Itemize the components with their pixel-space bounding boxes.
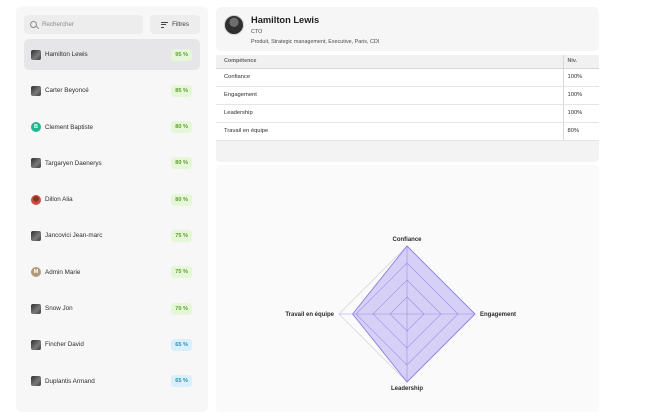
score-badge: 80 % — [171, 121, 192, 134]
list-item[interactable]: Fincher David 65 % — [24, 329, 200, 361]
avatar — [31, 85, 41, 96]
skills-table-card: Compétence Niv. Confiance 100% Engagement 1… — [216, 55, 599, 162]
person-name: Dillon Alia — [45, 196, 73, 204]
person-name: Carter Beyoncé — [45, 87, 89, 95]
radar-axis-label: Confiance — [392, 237, 422, 243]
table-row: Leadership 100% — [216, 104, 599, 123]
avatar — [31, 158, 41, 169]
score-badge: 75 % — [171, 266, 192, 279]
score-badge: 85 % — [171, 84, 192, 97]
score-badge: 65 % — [171, 375, 192, 388]
list-item[interactable]: Dillon Alia 80 % — [24, 184, 200, 216]
score-badge: 70 % — [171, 302, 192, 315]
filters-label: Filtres — [172, 21, 189, 28]
list-item[interactable]: Jancovici Jean-marc 75 % — [24, 220, 200, 252]
skill-cell: Engagement — [216, 86, 563, 105]
list-item[interactable]: Carter Beyoncé 85 % — [24, 75, 200, 107]
list-item[interactable]: Targaryen Daenerys 80 % — [24, 147, 200, 179]
search-icon — [30, 21, 37, 28]
person-name: Clement Baptiste — [45, 123, 93, 131]
skills-table: Compétence Niv. Confiance 100% Engagement 1… — [216, 55, 599, 141]
profile-name: Hamilton Lewis — [251, 15, 320, 25]
skill-cell: Travail en équipe — [216, 122, 563, 141]
score-badge: 80 % — [171, 157, 192, 170]
people-list: Hamilton Lewis 95 % Carter Beyoncé 85 % B Cle… — [24, 39, 200, 402]
avatar — [31, 49, 41, 60]
person-name: Hamilton Lewis — [45, 51, 88, 58]
list-item[interactable]: Duplantis Armand 65 % — [24, 365, 200, 397]
profile-tags: Produit, Strategic management, Executive… — [251, 39, 380, 45]
avatar: B — [31, 122, 41, 133]
level-cell: 100% — [562, 86, 599, 105]
level-cell: 100% — [562, 68, 599, 87]
people-panel: Rechercher Filtres Hamilton Lewis 95 % Car… — [16, 6, 208, 412]
avatar: M — [31, 267, 41, 278]
person-name: Jancovici Jean-marc — [45, 232, 103, 240]
avatar — [31, 230, 41, 241]
person-name: Admin Marie — [45, 268, 81, 276]
table-row: Engagement 100% — [216, 86, 599, 105]
table-header-row: Compétence Niv. — [216, 55, 599, 69]
table-row: Travail en équipe 80% — [216, 122, 599, 141]
avatar — [31, 194, 41, 205]
radar-chart: Confiance Engagement Leadership Travail en … — [285, 237, 516, 392]
list-item[interactable]: Hamilton Lewis 95 % — [24, 39, 200, 70]
person-name: Targaryen Daenerys — [45, 159, 102, 167]
score-badge: 75 % — [171, 229, 192, 242]
profile-role: CTO — [251, 29, 263, 35]
skill-cell: Leadership — [216, 104, 563, 123]
score-badge: 80 % — [171, 193, 192, 206]
radar-axis-label: Engagement — [480, 312, 516, 318]
search-input[interactable]: Rechercher — [24, 15, 143, 34]
column-header-level[interactable]: Niv. — [562, 55, 599, 69]
person-name: Duplantis Armand — [45, 377, 95, 385]
list-item[interactable]: B Clement Baptiste 80 % — [24, 111, 200, 143]
column-header-skill[interactable]: Compétence — [216, 55, 563, 69]
avatar — [224, 15, 244, 35]
level-cell: 80% — [562, 122, 599, 141]
person-name: Fincher David — [45, 341, 84, 349]
avatar — [31, 303, 41, 314]
table-row: Confiance 100% — [216, 68, 599, 87]
filter-icon — [161, 21, 169, 28]
avatar — [31, 339, 41, 350]
score-badge: 65 % — [171, 338, 192, 351]
list-item[interactable]: Snow Jon 70 % — [24, 293, 200, 325]
avatar — [31, 376, 41, 387]
person-name: Snow Jon — [45, 305, 73, 313]
radar-axis-label: Leadership — [391, 386, 423, 392]
list-item[interactable]: M Admin Marie 75 % — [24, 256, 200, 288]
score-badge: 95 % — [171, 48, 192, 61]
search-placeholder: Rechercher — [42, 21, 74, 28]
filters-button[interactable]: Filtres — [150, 15, 200, 34]
level-cell: 100% — [562, 104, 599, 123]
radar-chart-card: Confiance Engagement Leadership Travail en … — [216, 165, 599, 412]
radar-axis-label: Travail en équipe — [285, 312, 334, 318]
skill-cell: Confiance — [216, 68, 563, 87]
profile-header: Hamilton Lewis CTO Produit, Strategic ma… — [216, 7, 599, 51]
